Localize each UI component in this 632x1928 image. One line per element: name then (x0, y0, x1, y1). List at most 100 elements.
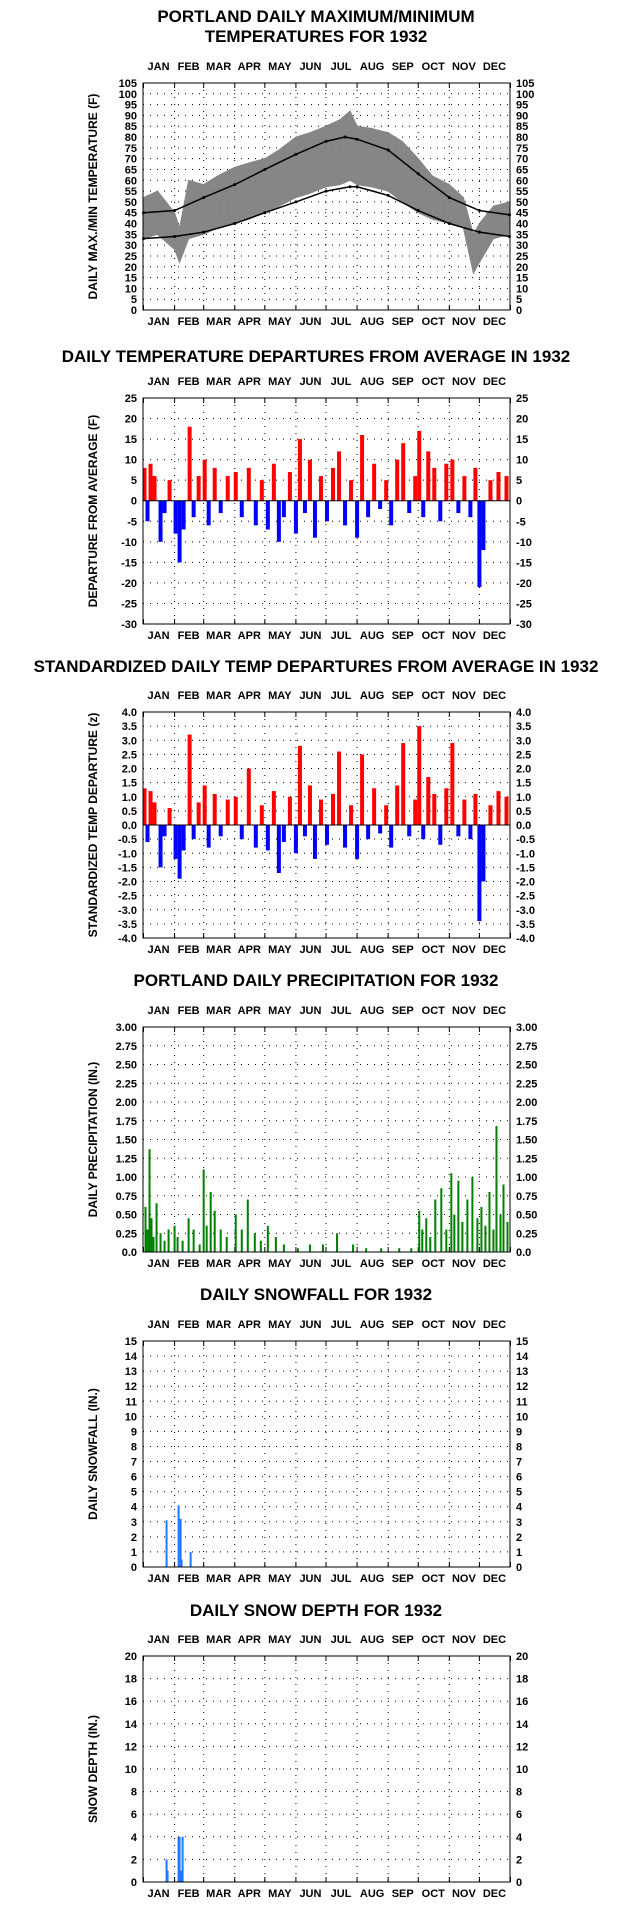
y-tick-label-right: 0.75 (516, 1191, 537, 1203)
data-bar (158, 825, 163, 868)
normal-min-point (416, 209, 420, 213)
data-bar (352, 1244, 355, 1252)
data-bar (274, 1237, 277, 1252)
data-bar (438, 825, 443, 845)
normal-min-point (142, 237, 146, 241)
month-label-top: MAY (268, 376, 292, 388)
month-label-top: JUN (299, 1005, 321, 1017)
y-tick-label-left: 8 (131, 1787, 137, 1799)
month-label-bottom: OCT (422, 1888, 446, 1900)
y-tick-label-right: 5 (516, 475, 522, 487)
y-tick-label-right: 30 (516, 240, 528, 252)
data-bar (225, 1237, 228, 1252)
data-bar (253, 500, 258, 526)
normal-max-point (263, 167, 267, 171)
data-bar (438, 500, 443, 522)
y-tick-label-left: 10 (125, 283, 137, 295)
data-bar (281, 825, 286, 842)
month-label-top: JUN (299, 61, 321, 73)
data-bar (167, 808, 172, 825)
y-tick-label-right: 8 (516, 1441, 522, 1453)
month-label-top: SEP (392, 1319, 414, 1331)
data-bar (434, 1199, 437, 1252)
y-tick-label-left: 30 (125, 240, 137, 252)
y-tick-label-right: 6 (516, 1809, 522, 1821)
data-bar (155, 1203, 158, 1252)
data-bar (450, 459, 455, 501)
data-bar (325, 825, 330, 845)
y-tick-label-left: 0.5 (122, 806, 137, 818)
data-bar (198, 1244, 201, 1252)
y-tick-label-right: 0 (516, 1877, 522, 1889)
data-bar (192, 1229, 195, 1252)
data-bar (177, 825, 182, 879)
y-tick-label-left: 45 (125, 208, 137, 220)
y-tick-label-right: 0.50 (516, 1210, 537, 1222)
month-label-bottom: JAN (148, 1888, 170, 1900)
month-label-bottom: JAN (148, 316, 170, 328)
data-bar (444, 463, 449, 501)
y-tick-label-right: 2.25 (516, 1078, 537, 1090)
y-tick-label-right: 25 (516, 393, 528, 405)
y-tick-label-left: 1.0 (122, 792, 137, 804)
data-bar (504, 796, 509, 825)
data-bar (410, 1248, 413, 1252)
month-label-bottom: DEC (483, 630, 506, 642)
data-bar (378, 500, 383, 509)
y-tick-label-right: 10 (516, 1411, 528, 1423)
month-label-bottom: JAN (148, 1573, 170, 1585)
month-label-top: MAY (268, 1319, 292, 1331)
y-tick-label-right: 1 (516, 1547, 522, 1559)
month-label-top: FEB (178, 1005, 200, 1017)
month-label-bottom: JUN (299, 1888, 321, 1900)
y-tick-label-left: 50 (125, 197, 137, 209)
y-tick-label-left: 12 (125, 1381, 137, 1393)
y-tick-label-right: 3 (516, 1517, 522, 1529)
y-tick-label-left: 1.25 (116, 1153, 137, 1165)
data-bar (179, 1518, 182, 1567)
chart-panel-3: STANDARDIZED DAILY TEMP DEPARTURES FROM … (34, 657, 599, 956)
data-bar (365, 1248, 368, 1252)
month-label-bottom: MAY (268, 1888, 292, 1900)
y-tick-label-left: 15 (125, 1336, 137, 1348)
y-tick-label-right: 1.5 (516, 778, 531, 790)
data-bar (191, 825, 196, 840)
data-bar (259, 805, 264, 825)
data-bar (181, 1240, 184, 1252)
data-bar (271, 463, 276, 501)
data-bar (281, 500, 286, 518)
data-bar (202, 459, 207, 501)
y-tick-label-right: 2.00 (516, 1097, 537, 1109)
normal-max-point (477, 209, 481, 213)
y-tick-label-left: 70 (125, 154, 137, 166)
y-tick-label-right: 3.5 (516, 721, 531, 733)
data-bar (181, 825, 186, 851)
month-label-bottom: FEB (178, 1573, 200, 1585)
y-tick-label-left: 2.0 (122, 764, 137, 776)
data-bar (432, 793, 437, 825)
month-label-top: MAR (206, 1005, 231, 1017)
month-label-bottom: MAR (206, 316, 231, 328)
month-label-top: AUG (360, 61, 384, 73)
y-tick-label-left: 3.5 (122, 721, 137, 733)
month-label-top: MAY (268, 690, 292, 702)
y-tick-label-right: 55 (516, 186, 528, 198)
month-label-bottom: SEP (392, 316, 414, 328)
data-bar (444, 788, 449, 825)
data-bar (293, 825, 298, 854)
normal-min-point (324, 189, 328, 193)
plot-frame (142, 1655, 511, 1883)
data-bar (380, 1248, 383, 1252)
y-tick-label-left: 3.00 (116, 1022, 137, 1034)
y-tick-label-right: 60 (516, 175, 528, 187)
data-bar (462, 799, 467, 825)
y-tick-label-left: 0.0 (122, 1247, 137, 1259)
normal-max-line (143, 136, 510, 216)
y-tick-label-left: 0.0 (122, 820, 137, 832)
data-bar (259, 480, 264, 501)
y-tick-label-right: 12 (516, 1741, 528, 1753)
y-tick-label-left: -4.0 (118, 933, 137, 945)
month-label-bottom: SEP (392, 630, 414, 642)
month-label-bottom: APR (238, 630, 261, 642)
month-label-bottom: DEC (483, 944, 506, 956)
